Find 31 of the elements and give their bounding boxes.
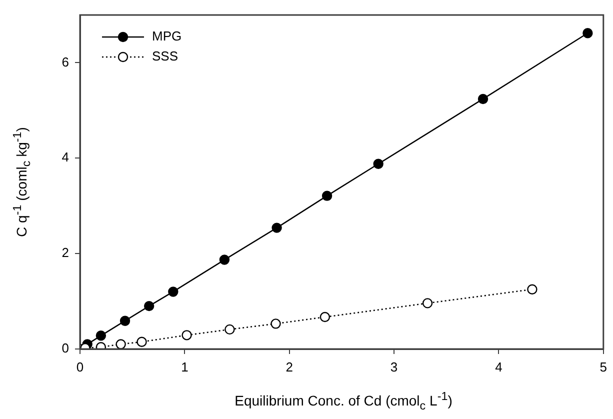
point (116, 339, 126, 349)
x-tick-label: 0 (76, 359, 84, 374)
point (272, 222, 282, 233)
legend-label: SSS (152, 48, 178, 64)
point (144, 300, 154, 312)
point (136, 336, 147, 347)
point (224, 324, 235, 335)
point (96, 330, 106, 341)
x-tick-label: 5 (600, 359, 607, 374)
point (320, 312, 330, 322)
point (219, 254, 230, 265)
point (270, 318, 281, 329)
point (582, 28, 593, 38)
y-tick-label: 0 (62, 340, 69, 356)
y-tick-label: 6 (62, 54, 69, 70)
point (422, 298, 433, 308)
y-tick-label: 2 (62, 245, 69, 260)
x-tick-label: 4 (495, 359, 502, 374)
x-tick-label: 2 (286, 359, 293, 374)
point (168, 286, 178, 297)
y-tick-label: 4 (62, 150, 69, 165)
point (182, 330, 192, 340)
point (527, 284, 538, 294)
x-tick-label: 1 (181, 359, 188, 374)
point (322, 190, 332, 201)
point (120, 316, 130, 326)
legend-label: MPG (152, 28, 182, 44)
point (478, 94, 488, 104)
x-axis-title: Equilibrium Conc. of Cd (cmol$_{c}$ L$^{-1}$) (234, 390, 454, 412)
point (373, 158, 384, 169)
x-tick-label: 3 (390, 359, 398, 374)
